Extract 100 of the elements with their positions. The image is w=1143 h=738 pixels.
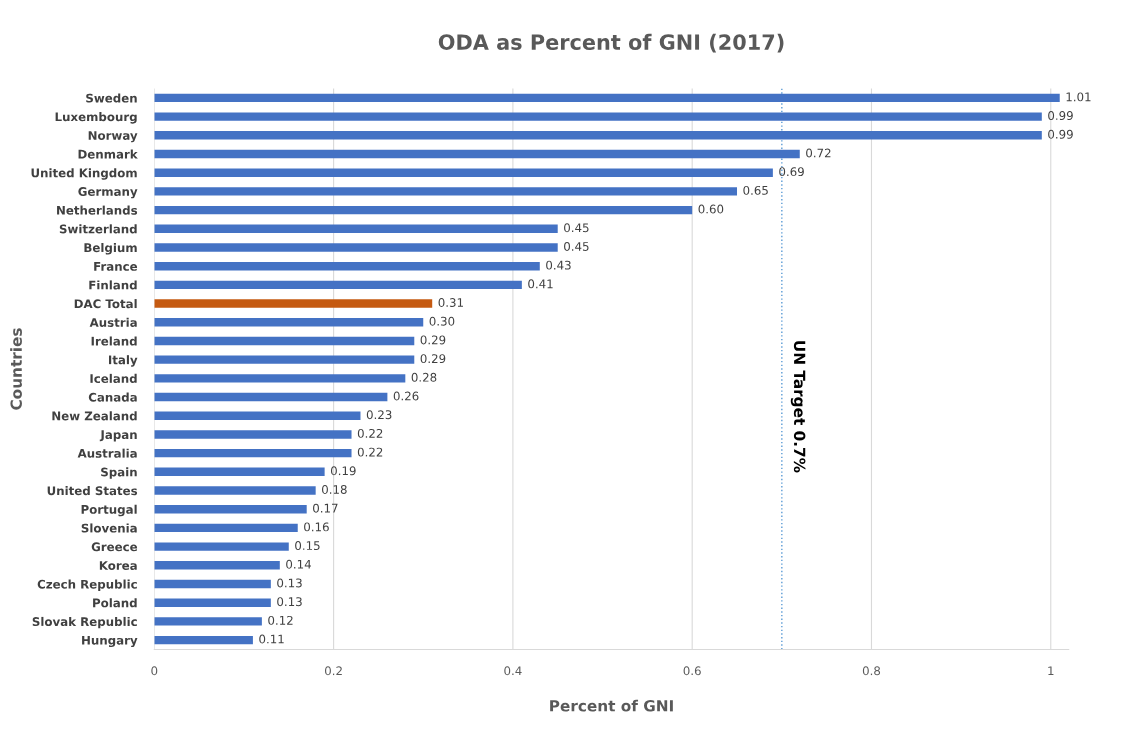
chart-title: ODA as Percent of GNI (2017) [438, 33, 784, 53]
bar [154, 579, 271, 589]
y-tick-label: Italy [108, 355, 138, 367]
y-tick-label: Finland [89, 280, 137, 290]
data-label: 0.19 [330, 466, 356, 476]
data-label: 0.69 [779, 167, 804, 177]
data-label: 0.29 [420, 335, 446, 345]
y-tick-label: United Kingdom [31, 168, 137, 180]
y-tick-label: Czech Republic [37, 579, 137, 591]
data-label: 0.72 [806, 148, 831, 158]
data-label: 0.17 [313, 503, 338, 513]
data-label: 0.16 [304, 522, 329, 532]
bar [154, 486, 316, 495]
bar [154, 299, 433, 308]
y-axis-title: Countries [10, 328, 22, 410]
data-label: 0.30 [429, 316, 455, 326]
data-label: 0.26 [393, 391, 419, 401]
x-tick-label: 0.8 [862, 666, 881, 676]
bar [154, 336, 415, 346]
y-tick-label: Denmark [78, 149, 138, 159]
bar [154, 598, 271, 607]
y-tick-label: Sweden [86, 93, 137, 103]
data-label: 0.31 [438, 298, 463, 307]
bar [154, 467, 325, 477]
y-tick-label: New Zealand [52, 411, 137, 421]
y-tick-label: Hungary [82, 635, 138, 648]
x-tick-label: 0 [151, 666, 158, 676]
data-label: 0.14 [286, 559, 311, 569]
bar [154, 131, 1042, 140]
data-label: 0.60 [698, 204, 724, 214]
bar [154, 187, 738, 196]
x-axis-title: Percent of GNI [550, 699, 673, 712]
bar [154, 149, 800, 159]
data-label: 1.01 [1066, 92, 1091, 102]
data-label: 0.99 [1048, 111, 1073, 121]
bar [154, 448, 352, 458]
y-tick-label: Korea [99, 561, 137, 570]
ref-line-label: UN Target 0.7% [790, 341, 806, 473]
data-label: 0.41 [528, 279, 553, 289]
y-tick-label: Slovenia [81, 523, 137, 533]
y-tick-label: Norway [88, 131, 138, 143]
x-tick-label: 1 [1048, 666, 1054, 676]
bar [154, 523, 298, 533]
bar [154, 374, 406, 383]
y-tick-label: Portugal [81, 504, 137, 517]
y-tick-label: Switzerland [59, 224, 137, 234]
x-tick-label: 0.2 [324, 666, 342, 676]
bar [154, 280, 522, 290]
y-tick-label: United States [47, 486, 138, 496]
bar [154, 430, 352, 439]
y-tick-label: Germany [78, 187, 138, 199]
bar [154, 411, 361, 420]
bar [154, 224, 558, 233]
data-label: 0.28 [411, 372, 437, 382]
bar [154, 205, 693, 215]
data-label: 0.65 [743, 185, 768, 195]
y-tick-label: Austria [89, 317, 137, 327]
bar [154, 318, 424, 327]
y-tick-label: Canada [88, 392, 137, 402]
y-tick-label: DAC Total [74, 299, 137, 309]
y-tick-label: France [94, 262, 138, 271]
y-tick-label: Luxembourg [55, 112, 137, 124]
bar [154, 112, 1042, 121]
bar [154, 505, 307, 514]
y-tick-label: Spain [101, 467, 137, 479]
data-label: 0.29 [420, 354, 446, 364]
bar [154, 542, 289, 551]
x-tick-label: 0.4 [504, 666, 522, 676]
bar [154, 93, 1060, 103]
data-label: 0.15 [295, 541, 320, 551]
data-label: 0.18 [322, 485, 347, 494]
data-label: 0.45 [564, 241, 589, 251]
bar [154, 392, 388, 402]
y-tick-label: Belgium [84, 242, 137, 255]
bar [154, 635, 253, 645]
data-label: 0.99 [1048, 129, 1073, 139]
data-label: 0.22 [357, 447, 383, 457]
data-label: 0.23 [366, 410, 392, 420]
y-tick-label: Greece [91, 542, 138, 552]
data-label: 0.12 [268, 615, 293, 625]
y-tick-label: Japan [99, 430, 137, 442]
y-tick-label: Iceland [90, 373, 137, 383]
y-tick-label: Poland [93, 598, 137, 608]
bar [154, 561, 280, 570]
bar [154, 168, 773, 177]
y-tick-label: Slovak Republic [32, 616, 137, 629]
bar [154, 261, 540, 271]
y-tick-label: Netherlands [57, 205, 138, 215]
bar [154, 617, 262, 626]
data-label: 0.13 [277, 578, 302, 588]
data-label: 0.11 [259, 634, 284, 644]
y-tick-label: Ireland [91, 336, 137, 346]
data-label: 0.45 [564, 223, 589, 233]
data-label: 0.22 [357, 428, 383, 438]
y-tick-label: Australia [77, 448, 137, 458]
x-tick-label: 0.6 [683, 666, 701, 676]
data-label: 0.43 [546, 260, 571, 270]
bar [154, 355, 415, 364]
data-label: 0.13 [277, 597, 302, 607]
bar [154, 243, 558, 252]
